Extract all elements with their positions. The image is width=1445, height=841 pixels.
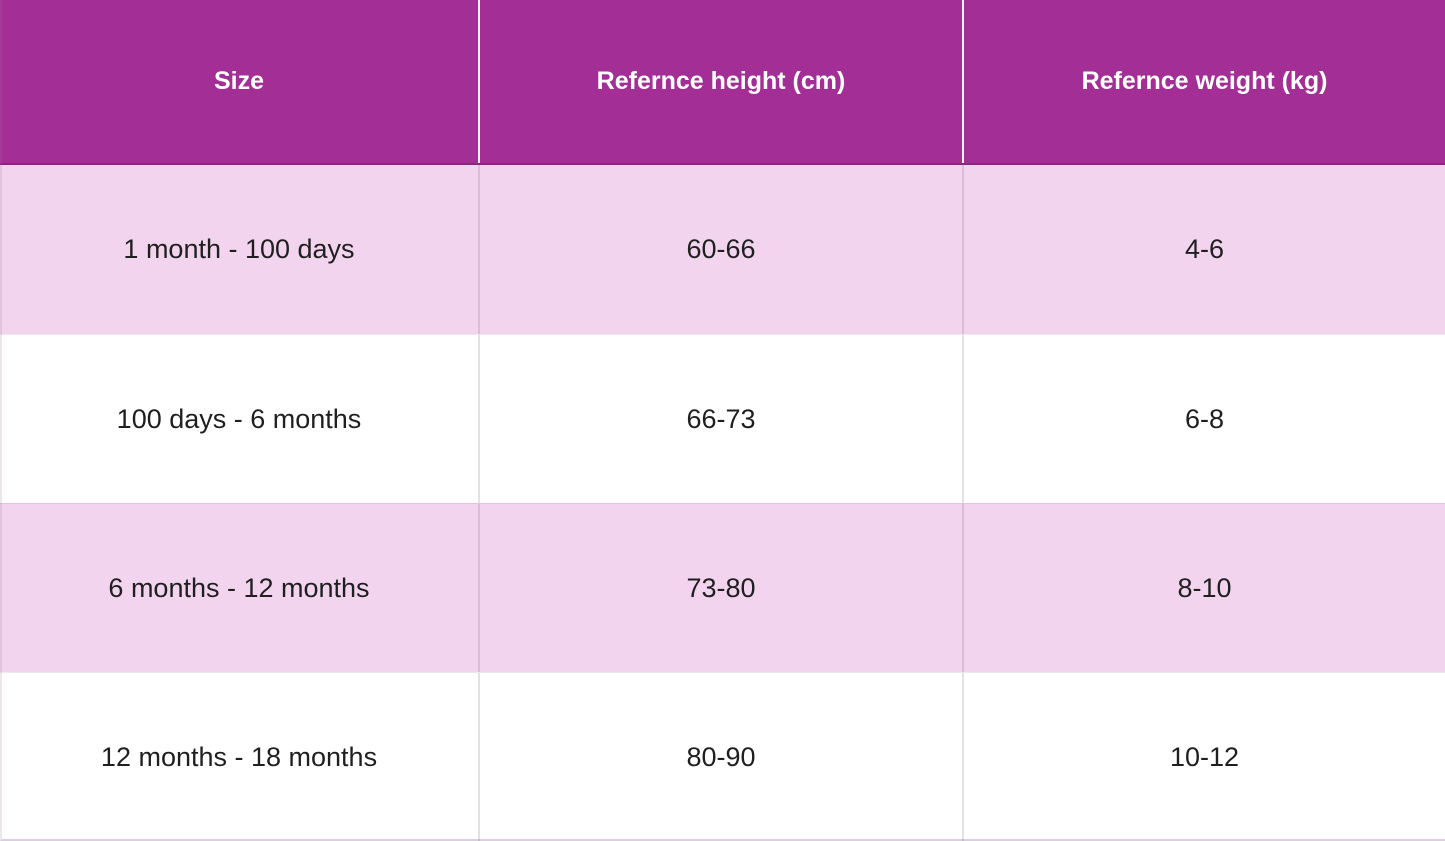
table-header-row: Size Refernce height (cm) Refernce weigh… [0,0,1445,165]
cell-height: 66-73 [478,335,962,503]
column-header-reference-height: Refernce height (cm) [478,0,962,163]
cell-size: 1 month - 100 days [123,234,355,264]
table-row: 6 months - 12 months 73-80 8-10 [0,503,1445,672]
cell-height: 60-66 [478,165,962,334]
cell-weight: 10-12 [962,673,1445,841]
column-header-reference-weight: Refernce weight (kg) [962,0,1445,163]
cell-height: 73-80 [478,504,962,672]
cell-weight: 4-6 [962,165,1445,334]
cell-weight: 8-10 [962,504,1445,672]
table-row: 100 days - 6 months 66-73 6-8 [0,334,1445,503]
cell-height: 80-90 [478,673,962,841]
cell-size: 100 days - 6 months [116,403,362,434]
cell-size: 6 months - 12 months [108,572,370,603]
table-row: 1 month - 100 days 60-66 4-6 [0,165,1445,334]
cell-weight: 6-8 [962,335,1445,503]
cell-size: 12 months - 18 months [100,741,378,772]
column-header-size: Size [213,67,265,95]
table-row: 12 months - 18 months 80-90 10-12 [0,672,1445,841]
